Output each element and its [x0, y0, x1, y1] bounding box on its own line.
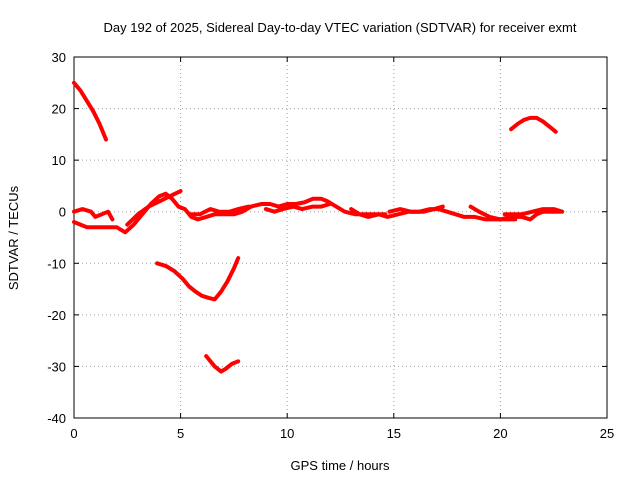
series-arc-4 — [125, 189, 183, 227]
x-tick-label: 25 — [600, 426, 614, 441]
series-arc-13 — [204, 354, 241, 374]
y-tick-label: 20 — [52, 102, 66, 117]
x-axis-label: GPS time / hours — [291, 458, 390, 473]
series-arc-9 — [468, 204, 563, 222]
series-arc-12 — [155, 256, 241, 302]
y-tick-label: 0 — [59, 205, 66, 220]
series-arc-3 — [72, 207, 115, 222]
data-series — [72, 80, 565, 374]
series-arc-2 — [72, 191, 388, 235]
x-tick-label: 10 — [280, 426, 294, 441]
chart-title: Day 192 of 2025, Sidereal Day-to-day VTE… — [104, 20, 577, 35]
x-tick-label: 5 — [177, 426, 184, 441]
y-tick-label: -10 — [47, 256, 66, 271]
x-tick-label: 0 — [70, 426, 77, 441]
y-tick-label: 30 — [52, 50, 66, 65]
grid — [74, 57, 607, 418]
x-tick-label: 15 — [387, 426, 401, 441]
y-tick-label: -40 — [47, 411, 66, 426]
y-axis-label: SDTVAR / TECUs — [6, 185, 21, 290]
y-tick-label: -30 — [47, 359, 66, 374]
series-arc-8 — [387, 204, 445, 214]
series-arc-5 — [189, 204, 251, 217]
y-tick-label: -20 — [47, 308, 66, 323]
plot-frame — [73, 56, 608, 419]
series-arc-6 — [263, 202, 332, 214]
series-arc-11 — [509, 115, 558, 134]
x-tick-label: 20 — [493, 426, 507, 441]
y-tick-label: 10 — [52, 153, 66, 168]
series-arc-1 — [72, 80, 108, 142]
axis-ticks: 0 5 10 15 20 25 -40 -30 -20 -10 0 10 20 30 — [47, 50, 614, 441]
series-arc-10 — [502, 207, 565, 217]
